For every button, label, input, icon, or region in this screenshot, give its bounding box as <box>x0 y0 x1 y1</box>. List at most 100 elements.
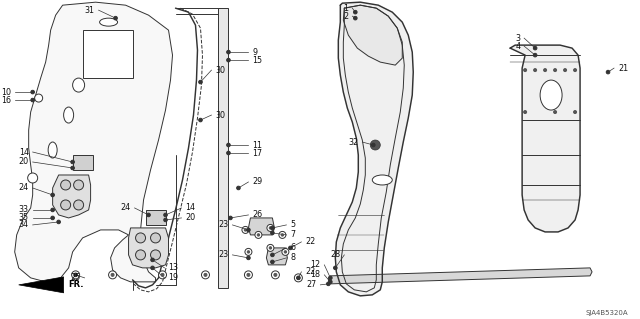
Circle shape <box>159 271 166 279</box>
Ellipse shape <box>100 18 118 26</box>
Circle shape <box>28 173 38 183</box>
Circle shape <box>271 226 274 230</box>
Text: 8: 8 <box>291 253 296 263</box>
Circle shape <box>371 140 380 150</box>
Ellipse shape <box>48 142 57 158</box>
Circle shape <box>114 16 117 20</box>
Text: 27: 27 <box>306 280 316 289</box>
Circle shape <box>533 46 537 50</box>
Text: 20: 20 <box>19 158 29 167</box>
Circle shape <box>245 249 252 256</box>
Text: 10: 10 <box>1 88 11 97</box>
Text: 25: 25 <box>70 273 81 282</box>
Circle shape <box>51 193 54 197</box>
Text: 23: 23 <box>218 220 228 229</box>
Circle shape <box>51 208 54 212</box>
Polygon shape <box>72 155 93 170</box>
Text: 23: 23 <box>218 250 228 259</box>
Circle shape <box>247 251 250 253</box>
Circle shape <box>353 16 357 20</box>
Text: 9: 9 <box>252 48 257 56</box>
Polygon shape <box>145 210 166 225</box>
Circle shape <box>524 69 527 71</box>
Polygon shape <box>248 218 275 235</box>
Text: 35: 35 <box>19 213 29 222</box>
Circle shape <box>74 200 84 210</box>
Text: SJA4B5320A: SJA4B5320A <box>586 310 628 316</box>
Text: 15: 15 <box>252 56 262 65</box>
Text: 26: 26 <box>252 211 262 219</box>
Text: 30: 30 <box>216 66 225 75</box>
Text: 28: 28 <box>330 250 340 259</box>
Circle shape <box>554 111 557 114</box>
Circle shape <box>72 271 79 279</box>
Circle shape <box>151 266 154 270</box>
Text: 2: 2 <box>343 12 348 21</box>
Circle shape <box>74 273 77 276</box>
Text: 14: 14 <box>19 147 29 157</box>
Circle shape <box>202 271 209 279</box>
Circle shape <box>297 276 300 279</box>
Circle shape <box>150 250 161 260</box>
Circle shape <box>151 258 154 262</box>
Text: 14: 14 <box>186 204 195 212</box>
Text: 32: 32 <box>348 137 358 146</box>
Ellipse shape <box>372 175 392 185</box>
Text: 24: 24 <box>120 204 131 212</box>
Circle shape <box>284 251 287 253</box>
Ellipse shape <box>63 107 74 123</box>
Text: 20: 20 <box>186 213 196 222</box>
Circle shape <box>246 256 250 260</box>
Text: 34: 34 <box>19 220 29 229</box>
Polygon shape <box>129 228 168 268</box>
Circle shape <box>237 186 240 190</box>
Circle shape <box>271 231 274 235</box>
Text: 12: 12 <box>310 260 321 269</box>
Circle shape <box>533 53 537 57</box>
Circle shape <box>269 247 271 249</box>
Circle shape <box>246 228 250 232</box>
Circle shape <box>31 90 35 94</box>
Text: 29: 29 <box>252 177 262 187</box>
Text: 5: 5 <box>291 220 296 229</box>
Circle shape <box>257 234 260 236</box>
Circle shape <box>328 276 332 280</box>
Circle shape <box>198 80 202 84</box>
Circle shape <box>35 94 43 102</box>
Polygon shape <box>15 2 173 282</box>
Circle shape <box>244 271 252 279</box>
Circle shape <box>333 266 337 270</box>
Polygon shape <box>218 8 228 288</box>
Circle shape <box>31 98 35 102</box>
Circle shape <box>294 274 302 282</box>
Circle shape <box>606 70 610 74</box>
Circle shape <box>353 10 357 14</box>
Circle shape <box>150 233 161 243</box>
Text: 21: 21 <box>618 63 628 73</box>
Polygon shape <box>266 248 287 265</box>
Circle shape <box>198 118 202 122</box>
Circle shape <box>164 213 167 217</box>
Circle shape <box>61 180 70 190</box>
Circle shape <box>271 271 280 279</box>
Text: 19: 19 <box>168 273 179 282</box>
Text: 7: 7 <box>291 230 296 240</box>
Text: 1: 1 <box>343 4 348 13</box>
Circle shape <box>164 218 167 222</box>
Circle shape <box>244 229 246 231</box>
Circle shape <box>227 143 230 147</box>
Circle shape <box>282 249 289 256</box>
Circle shape <box>61 200 70 210</box>
Circle shape <box>109 271 116 279</box>
Polygon shape <box>510 45 580 232</box>
Circle shape <box>242 226 249 234</box>
Circle shape <box>71 160 74 164</box>
Text: 3: 3 <box>515 33 520 43</box>
Circle shape <box>71 166 74 170</box>
Polygon shape <box>19 277 63 293</box>
Circle shape <box>534 69 536 71</box>
Circle shape <box>147 213 150 217</box>
Circle shape <box>136 250 145 260</box>
Text: 4: 4 <box>515 41 520 51</box>
Circle shape <box>554 69 557 71</box>
